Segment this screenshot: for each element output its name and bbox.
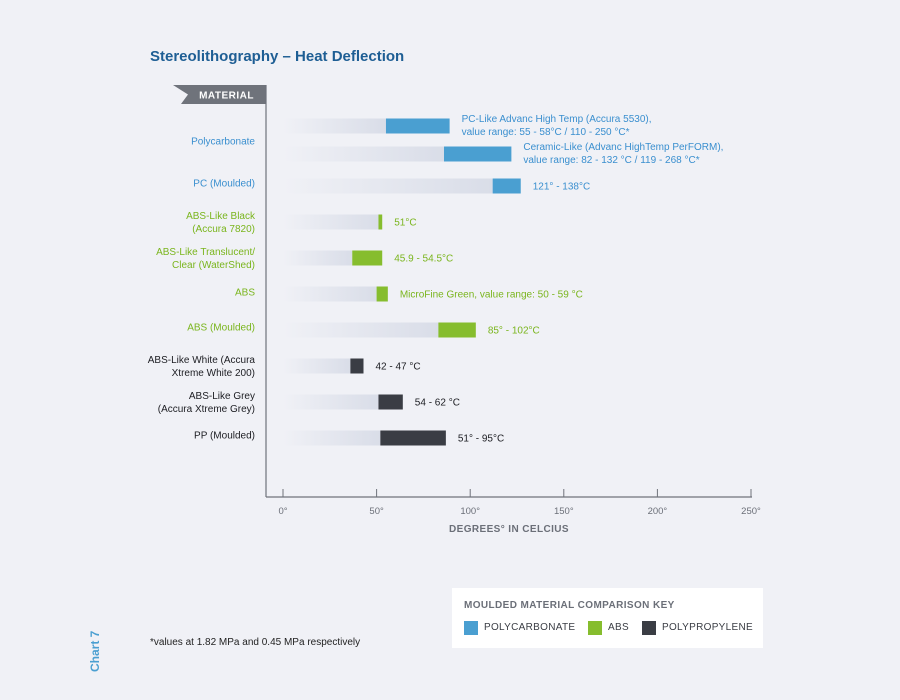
category-label: ABS [235,288,255,299]
data-label: value range: 82 - 132 °C / 119 - 268 °C* [523,155,699,166]
x-axis-label: DEGREES° IN CELCIUS [449,524,569,535]
data-label: Ceramic-Like (Advanc HighTemp PerFORM), [523,142,723,153]
category-label: ABS-Like White (Accura [148,355,256,366]
chart-number-label: Chart 7 [88,630,102,672]
x-tick-label: 250° [741,506,761,517]
range-bar [443,146,512,162]
footnote: *values at 1.82 MPa and 0.45 MPa respect… [150,637,361,648]
bar-track [283,394,379,410]
category-label: ABS-Like Grey [189,391,255,402]
legend-label-polypropylene: POLYPROPYLENE [662,622,753,633]
bar-track [283,178,493,194]
data-label: PC-Like Advanc High Temp (Accura 5530), [462,114,652,125]
x-tick-label: 200° [648,506,668,517]
category-label: Xtreme White 200) [172,368,255,379]
range-bar [352,250,383,266]
legend-box: MOULDED MATERIAL COMPARISON KEY POLYCARB… [452,588,763,648]
category-header-tab [173,85,266,104]
category-label: ABS-Like Translucent/ [156,247,255,258]
category-label: PP (Moulded) [194,431,255,442]
category-label: ABS-Like Black [186,211,256,222]
range-bar [378,394,403,410]
legend-label-polycarbonate: POLYCARBONATE [484,622,576,633]
bar-track [283,358,351,374]
category-label: (Accura Xtreme Grey) [158,404,255,415]
data-label: 42 - 47 °C [375,362,420,373]
category-header-label: MATERIAL [199,91,254,102]
bar-track [283,214,379,230]
range-bar [378,214,383,230]
data-label: 54 - 62 °C [415,398,460,409]
data-label: 51°C [394,218,416,229]
range-bar [492,178,521,194]
data-label: 45.9 - 54.5°C [394,254,453,265]
legend-swatch-polypropylene [642,621,656,635]
range-bar [385,118,450,134]
legend-swatch-polycarbonate [464,621,478,635]
x-tick-label: 100° [460,506,480,517]
x-tick-label: 150° [554,506,574,517]
category-label: Clear (WaterShed) [172,260,255,271]
legend-swatch-abs [588,621,602,635]
range-bar [438,322,476,338]
legend-title: MOULDED MATERIAL COMPARISON KEY [464,600,675,611]
data-label: MicroFine Green, value range: 50 - 59 °C [400,290,583,301]
bar-track [283,250,353,266]
category-label: ABS (Moulded) [187,323,255,334]
bar-track [283,430,381,446]
range-bar [350,358,364,374]
data-label: value range: 55 - 58°C / 110 - 250 °C* [462,127,630,138]
bar-track [283,322,439,338]
x-tick-label: 0° [278,506,287,517]
data-label: 85° - 102°C [488,326,540,337]
bar-track [283,118,386,134]
category-label: Polycarbonate [191,137,255,148]
category-label: (Accura 7820) [192,224,255,235]
x-tick-label: 50° [369,506,384,517]
range-bar [380,430,446,446]
chart-title: Stereolithography – Heat Deflection [150,48,405,65]
bar-track [283,146,444,162]
category-label: PC (Moulded) [193,179,255,190]
data-label: 121° - 138°C [533,182,590,193]
legend-label-abs: ABS [608,622,629,633]
bar-track [283,286,377,302]
range-bar [376,286,388,302]
data-label: 51° - 95°C [458,434,504,445]
